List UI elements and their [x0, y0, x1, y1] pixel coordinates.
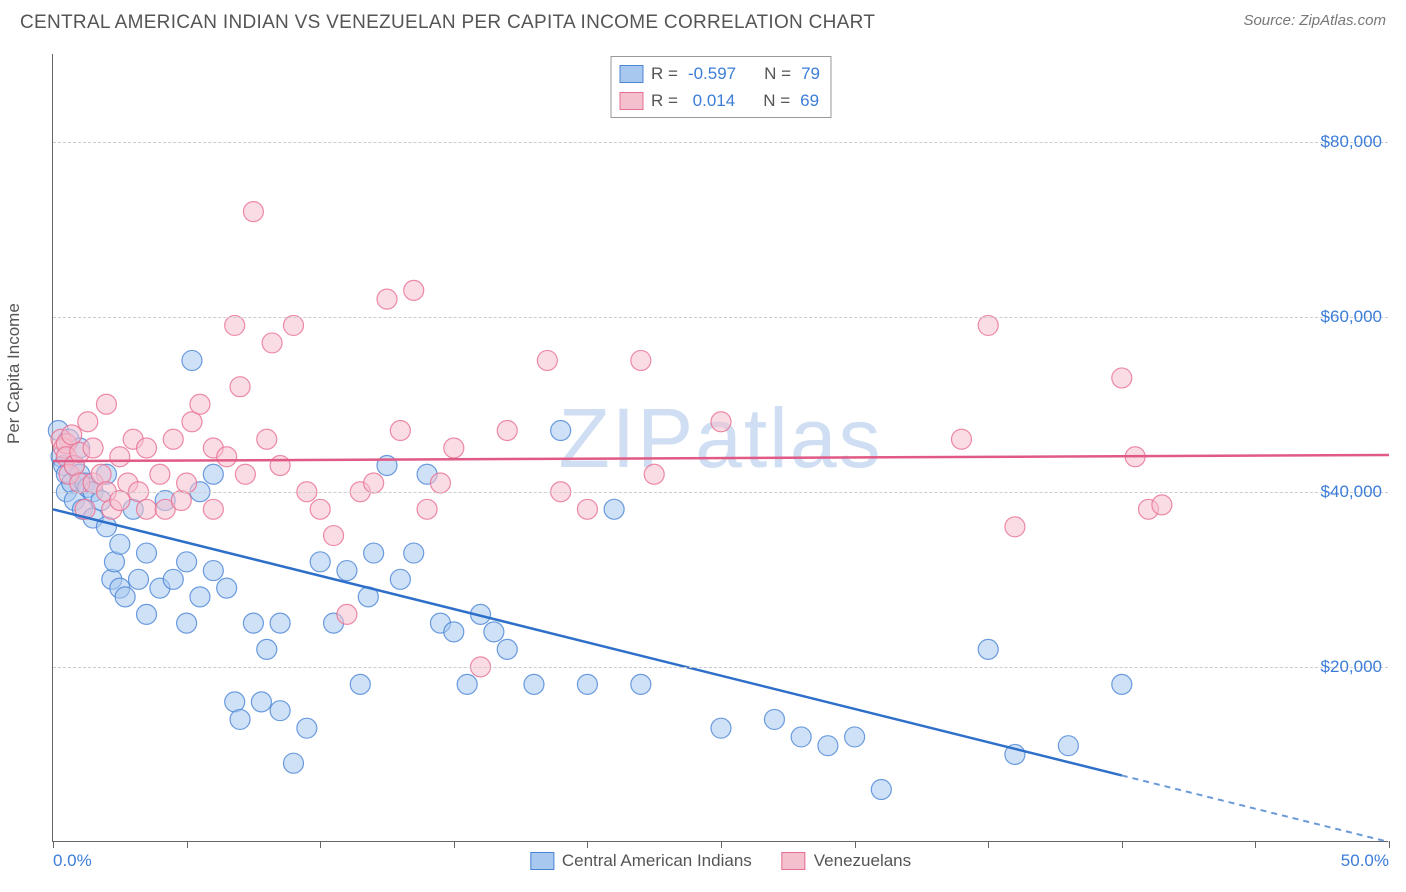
y-tick-label: $60,000 [1321, 307, 1382, 327]
legend-row: R = -0.597 N = 79 [619, 60, 820, 87]
legend-label: Central American Indians [562, 851, 752, 871]
gridline [53, 142, 1388, 143]
n-value: 69 [800, 87, 819, 114]
x-tick [1255, 841, 1256, 848]
y-tick-label: $40,000 [1321, 482, 1382, 502]
y-tick-label: $80,000 [1321, 132, 1382, 152]
legend-row: R = 0.014 N = 69 [619, 87, 820, 114]
x-tick [320, 841, 321, 848]
series-legend: Central American Indians Venezuelans [530, 851, 911, 871]
x-tick [53, 841, 54, 848]
x-tick [587, 841, 588, 848]
x-tick [988, 841, 989, 848]
x-tick [1122, 841, 1123, 848]
x-tick [187, 841, 188, 848]
legend-swatch [782, 852, 806, 870]
r-label: R = [651, 60, 678, 87]
x-tick [454, 841, 455, 848]
r-label: R = [651, 87, 678, 114]
source-label: Source: ZipAtlas.com [1243, 12, 1386, 29]
correlation-legend: R = -0.597 N = 79 R = 0.014 N = 69 [610, 56, 831, 118]
gridline [53, 317, 1388, 318]
x-tick-label: 50.0% [1341, 851, 1389, 871]
x-tick [855, 841, 856, 848]
x-tick [1389, 841, 1390, 848]
r-value: 0.014 [688, 87, 735, 114]
legend-swatch [619, 65, 643, 83]
legend-swatch [619, 92, 643, 110]
r-value: -0.597 [688, 60, 736, 87]
gridline [53, 667, 1388, 668]
n-label: N = [764, 60, 791, 87]
legend-label: Venezuelans [814, 851, 911, 871]
y-axis-label: Per Capita Income [4, 303, 24, 444]
y-tick-label: $20,000 [1321, 657, 1382, 677]
legend-swatch [530, 852, 554, 870]
legend-item: Central American Indians [530, 851, 752, 871]
scatter-svg [53, 54, 1389, 842]
x-tick-label: 0.0% [53, 851, 92, 871]
plot-area: ZIPatlas R =-0.597N =79R = 0.014N =69 Ce… [52, 54, 1388, 842]
legend-item: Venezuelans [782, 851, 911, 871]
chart-title: CENTRAL AMERICAN INDIAN VS VENEZUELAN PE… [20, 12, 875, 34]
x-tick [721, 841, 722, 848]
chart-container: Per Capita Income ZIPatlas R =-0.597N =7… [14, 44, 1392, 884]
n-value: 79 [801, 60, 820, 87]
gridline [53, 492, 1388, 493]
n-label: N = [763, 87, 790, 114]
